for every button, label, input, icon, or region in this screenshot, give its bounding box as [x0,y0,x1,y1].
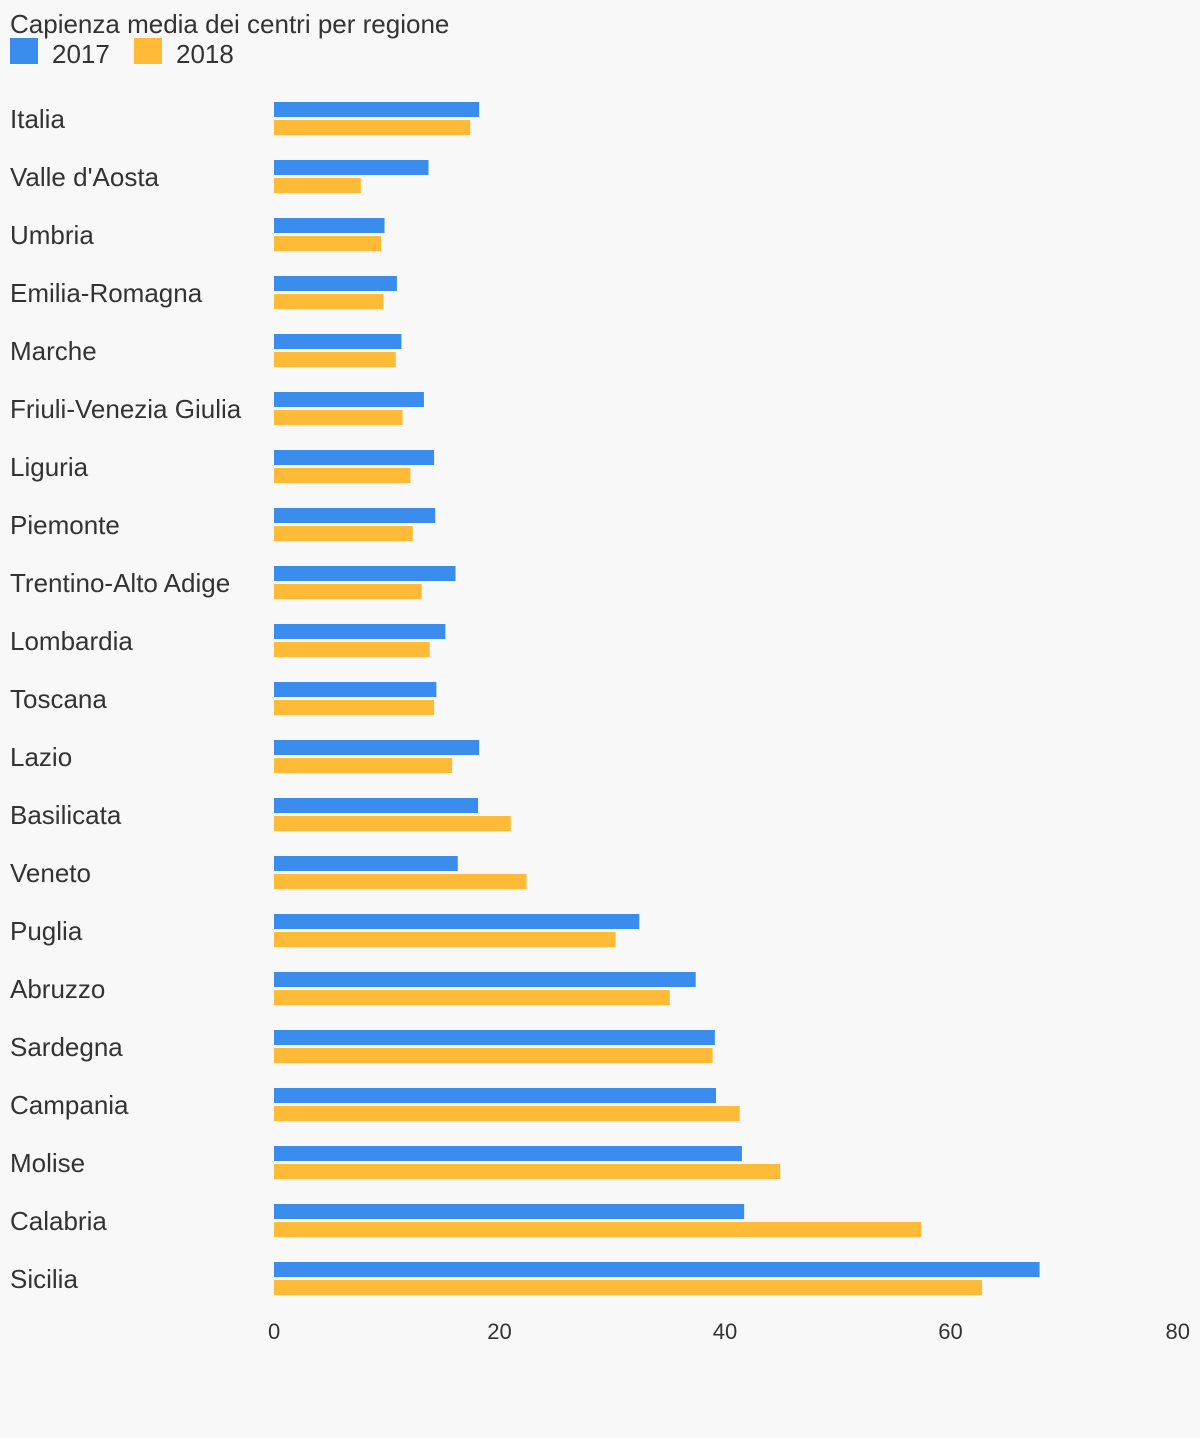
x-tick-label: 0 [268,1319,280,1344]
legend-swatch-2018 [134,38,162,64]
x-tick-label: 60 [938,1319,962,1344]
bar-2017 [274,508,436,523]
bar-2018 [274,700,435,715]
x-tick-label: 40 [713,1319,737,1344]
category-label: Basilicata [10,800,122,830]
category-label: Puglia [10,916,83,946]
bar-2018 [274,352,396,367]
category-label: Sardegna [10,1032,123,1062]
category-label: Valle d'Aosta [10,162,160,192]
legend-label-2018: 2018 [176,39,234,69]
category-label: Abruzzo [10,974,105,1004]
bar-2018 [274,178,361,193]
category-label: Italia [10,104,65,134]
bar-2018 [274,990,670,1005]
bar-2017 [274,160,429,175]
category-label: Emilia-Romagna [10,278,203,308]
bar-2018 [274,236,382,251]
category-label: Calabria [10,1206,107,1236]
category-label: Molise [10,1148,85,1178]
bar-2018 [274,1222,922,1237]
category-label: Marche [10,336,97,366]
bar-2017 [274,450,435,465]
chart-title: Capienza media dei centri per regione [10,9,450,39]
x-tick-label: 20 [487,1319,511,1344]
bar-2017 [274,1030,715,1045]
bar-2018 [274,468,411,483]
x-tick-label: 80 [1166,1319,1190,1344]
bar-2017 [274,334,402,349]
bar-2017 [274,914,640,929]
bar-2018 [274,1164,781,1179]
bar-2017 [274,798,479,813]
bar-2017 [274,392,424,407]
category-label: Trentino-Alto Adige [10,568,230,598]
bar-2017 [274,1262,1040,1277]
bar-2017 [274,1088,716,1103]
bar-2018 [274,526,413,541]
bar-2018 [274,410,403,425]
category-label: Liguria [10,452,89,482]
bar-2017 [274,102,480,117]
bar-2017 [274,1146,742,1161]
bar-2017 [274,682,437,697]
bar-2018 [274,932,616,947]
bar-2017 [274,276,397,291]
bar-2018 [274,294,384,309]
category-label: Friuli-Venezia Giulia [10,394,242,424]
bar-2017 [274,624,446,639]
category-label: Lazio [10,742,72,772]
bar-2018 [274,816,511,831]
bar-2018 [274,1106,740,1121]
bar-2017 [274,1204,745,1219]
bar-2017 [274,972,696,987]
category-label: Piemonte [10,510,120,540]
bar-2018 [274,642,430,657]
category-label: Veneto [10,858,91,888]
bar-2017 [274,740,480,755]
category-label: Campania [10,1090,129,1120]
bar-2017 [274,566,456,581]
category-label: Toscana [10,684,107,714]
bar-2017 [274,856,458,871]
bar-2018 [274,120,471,135]
legend-swatch-2017 [10,38,38,64]
bar-2018 [274,758,453,773]
bar-2018 [274,874,527,889]
category-label: Umbria [10,220,94,250]
legend-label-2017: 2017 [52,39,110,69]
bar-2018 [274,1048,713,1063]
bar-2018 [274,584,422,599]
category-label: Lombardia [10,626,133,656]
category-label: Sicilia [10,1264,78,1294]
bar-2018 [274,1280,983,1295]
bar-2017 [274,218,385,233]
